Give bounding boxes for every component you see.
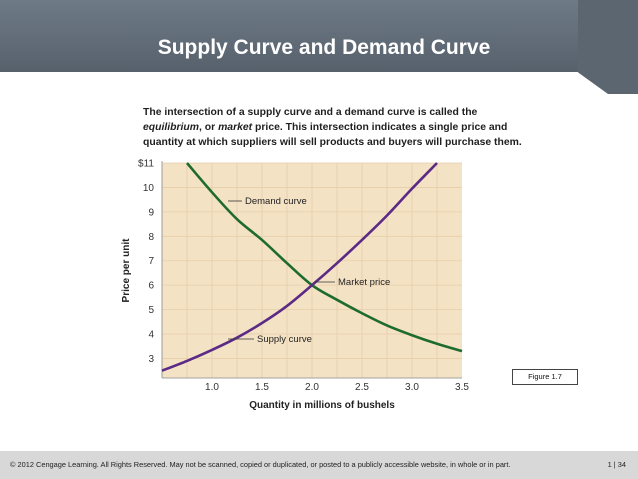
y-tick-label: 5 (148, 305, 154, 316)
y-tick-label: $11 (138, 159, 154, 170)
y-tick-label: 8 (148, 232, 154, 243)
y-tick-label: 10 (143, 183, 155, 194)
y-tick-label: 4 (148, 330, 154, 341)
annotations: Demand curve Market price Supply curve (228, 196, 390, 345)
x-axis-label: Quantity in millions of bushels (249, 400, 395, 411)
caption-text-2: , or (199, 122, 219, 133)
x-tick-label: 1.5 (255, 382, 269, 393)
figure-caption: The intersection of a supply curve and a… (113, 103, 523, 150)
y-tick-label: 3 (148, 354, 154, 365)
axes (161, 161, 462, 379)
annotation-label: Supply curve (257, 334, 312, 345)
x-tick-label: 3.5 (455, 382, 469, 393)
caption-text-1: The intersection of a supply curve and a… (143, 107, 478, 118)
figure-label: Figure 1.7 (512, 369, 578, 385)
x-tick-label: 3.0 (405, 382, 419, 393)
caption-em-market: market (218, 122, 253, 133)
x-tick-label: 2.0 (305, 382, 319, 393)
y-tick-label: 6 (148, 281, 154, 292)
annotation-label: Demand curve (245, 196, 307, 207)
x-tick-label: 2.5 (355, 382, 369, 393)
y-tick-label: 7 (148, 256, 154, 267)
x-tick-label: 1.0 (205, 382, 219, 393)
annotation-label: Market price (338, 277, 390, 288)
demand-curve-line (186, 162, 463, 353)
y-tick-label: 9 (148, 207, 154, 218)
title-bar (0, 0, 638, 94)
copyright-text: © 2012 Cengage Learning. All Rights Rese… (10, 460, 511, 469)
page-number: 1 | 34 (607, 460, 626, 469)
footer: © 2012 Cengage Learning. All Rights Rese… (0, 451, 638, 479)
caption-text-3: price. This intersection indicates a sin… (143, 122, 522, 148)
tick-labels: 1.0 1.5 2.0 2.5 3.0 3.5 3 4 5 6 7 8 9 10 $11 (138, 159, 469, 394)
title-bar-tab (578, 0, 638, 94)
caption-em-equilibrium: equilibrium (143, 122, 199, 133)
supply-curve-line (161, 162, 438, 372)
series-lines (161, 162, 463, 372)
slide-title: Supply Curve and Demand Curve (157, 36, 491, 59)
y-axis-label: Price per unit (121, 238, 132, 303)
